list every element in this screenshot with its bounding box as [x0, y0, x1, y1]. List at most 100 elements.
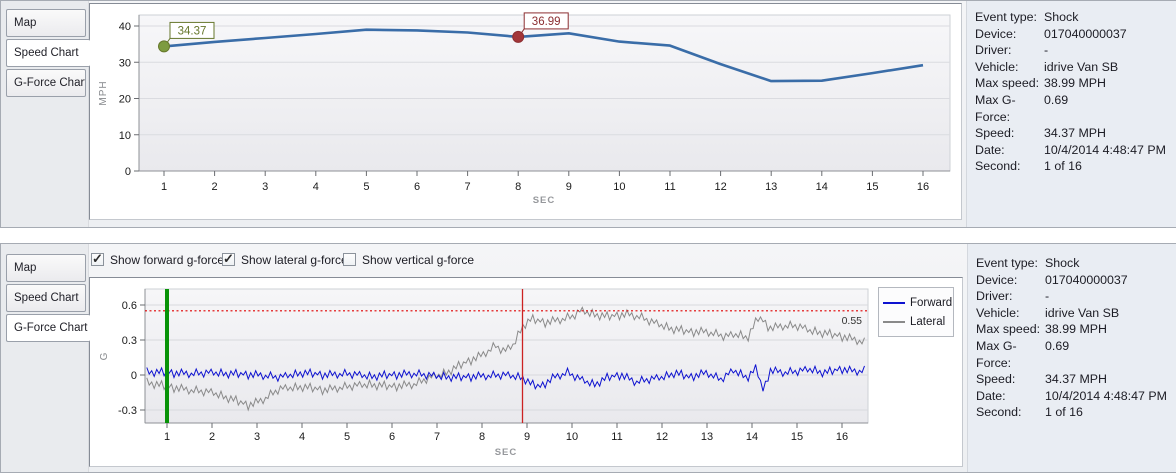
info-label: Max speed: [976, 322, 1041, 337]
svg-text:5: 5 [344, 431, 350, 443]
info-row: Device: 017040000037 [968, 272, 1176, 289]
tab-gforce-chart[interactable]: G-Force Chart [6, 314, 90, 342]
info-value: 0.69 [1044, 92, 1069, 107]
info-label: Speed: [975, 126, 1015, 141]
event-info-panel-bottom: Event type: Shock Device: 017040000037 Dri… [967, 244, 1176, 472]
svg-text:13: 13 [765, 181, 777, 193]
info-label: Max G-Force: [975, 92, 1016, 124]
svg-text:5: 5 [363, 181, 369, 193]
info-row: Second: 1 of 16 [968, 404, 1176, 421]
svg-text:7: 7 [465, 181, 471, 193]
svg-text:0.3: 0.3 [122, 335, 137, 347]
info-value: 017040000037 [1044, 26, 1127, 41]
svg-text:16: 16 [917, 181, 929, 193]
checkbox-show-vertical-gforce[interactable]: Show vertical g-force [343, 251, 474, 268]
svg-text:3: 3 [262, 181, 268, 193]
svg-text:8: 8 [515, 181, 521, 193]
checkbox-icon[interactable] [343, 253, 356, 266]
info-row: Speed: 34.37 MPH [968, 371, 1176, 388]
svg-text:6: 6 [414, 181, 420, 193]
svg-text:20: 20 [119, 94, 131, 106]
checkbox-show-forward-gforce[interactable]: Show forward g-force [91, 251, 224, 268]
speed-chart-plot[interactable]: 0 10 20 30 40 MPH 1 2 3 4 5 6 7 8 9 10 11 12 13 14 15 16 SEC 34… [89, 3, 962, 220]
info-value: 10/4/2014 4:48:47 PM [1045, 388, 1167, 403]
info-label: Max G-Force: [976, 338, 1017, 370]
info-row: Max speed: 38.99 MPH [968, 321, 1176, 338]
tab-speed-chart-label: Speed Chart [14, 47, 79, 59]
speed-chart-panel: Map Speed Chart G-Force Chart 0 10 20 30 40 M… [0, 0, 1176, 228]
svg-text:12: 12 [656, 431, 668, 443]
tab-speed-chart[interactable]: Speed Chart [6, 284, 86, 312]
info-row: Max speed: 38.99 MPH [967, 75, 1176, 92]
info-label: Second: [975, 159, 1021, 174]
info-value: 34.37 MPH [1044, 126, 1106, 141]
info-label: Driver: [976, 289, 1013, 304]
legend-label: Forward [910, 296, 953, 309]
svg-text:SEC: SEC [495, 447, 518, 458]
svg-text:0: 0 [131, 370, 137, 382]
legend-item-lateral: Lateral [883, 312, 949, 331]
info-label: Event type: [975, 10, 1037, 24]
info-row: Vehicle: idrive Van SB [968, 305, 1176, 322]
tab-map[interactable]: Map [6, 254, 86, 282]
tab-speed-chart[interactable]: Speed Chart [6, 39, 90, 67]
info-value: 017040000037 [1045, 272, 1128, 287]
event-info-panel-top: Event type: Shock Device: 017040000037 Dri… [966, 1, 1176, 227]
checkbox-show-lateral-gforce[interactable]: Show lateral g-force [222, 251, 348, 268]
checkbox-icon[interactable] [222, 251, 235, 267]
info-row: Event type: Shock [967, 9, 1176, 26]
svg-text:34.37: 34.37 [178, 25, 207, 37]
tab-map[interactable]: Map [6, 9, 86, 37]
svg-text:3: 3 [254, 431, 260, 443]
legend-item-forward: Forward [883, 293, 953, 312]
svg-text:9: 9 [524, 431, 530, 443]
svg-text:0.55: 0.55 [842, 315, 863, 327]
info-label: Speed: [976, 372, 1016, 387]
info-label: Vehicle: [976, 305, 1020, 320]
svg-text:10: 10 [566, 431, 578, 443]
svg-text:1: 1 [164, 431, 170, 443]
checkbox-label: Show lateral g-force [241, 252, 348, 267]
info-value: Shock [1045, 256, 1080, 270]
svg-text:2: 2 [212, 181, 218, 193]
info-row: Driver: - [967, 42, 1176, 59]
info-label: Second: [976, 405, 1022, 420]
info-value: - [1045, 289, 1050, 304]
info-row: Date: 10/4/2014 4:48:47 PM [967, 142, 1176, 159]
info-value: 34.37 MPH [1045, 372, 1107, 387]
chart-legend: Forward Lateral [878, 287, 954, 337]
svg-text:G: G [99, 352, 110, 361]
info-value: 0.69 [1045, 338, 1070, 353]
svg-text:6: 6 [389, 431, 395, 443]
svg-text:-0.3: -0.3 [118, 405, 137, 417]
svg-text:SEC: SEC [533, 195, 556, 206]
svg-text:36.99: 36.99 [532, 16, 561, 28]
info-row: Driver: - [968, 288, 1176, 305]
checkbox-label: Show vertical g-force [362, 252, 475, 267]
info-row: Event type: Shock [968, 255, 1176, 272]
info-label: Driver: [975, 43, 1012, 58]
info-row: Vehicle: idrive Van SB [967, 59, 1176, 76]
info-value: - [1044, 43, 1049, 58]
info-value: idrive Van SB [1045, 305, 1120, 320]
gforce-chart-plot[interactable]: -0.3 0 0.3 0.6 G 1 2 3 4 5 6 7 8 9 10 11 12 13 14 15 16 SEC 0.… [89, 277, 963, 467]
svg-text:14: 14 [816, 181, 828, 193]
info-label: Device: [976, 272, 1018, 287]
svg-text:11: 11 [611, 431, 622, 443]
info-row: Max G-Force: 0.69 [967, 92, 1176, 125]
info-label: Vehicle: [975, 59, 1019, 74]
tab-gforce-chart-label: G-Force Chart [14, 77, 86, 89]
svg-text:0.6: 0.6 [122, 300, 137, 312]
svg-text:40: 40 [119, 21, 131, 33]
tab-gforce-chart[interactable]: G-Force Chart [6, 69, 86, 97]
svg-text:10: 10 [119, 130, 131, 142]
info-value: 38.99 MPH [1045, 322, 1107, 337]
svg-text:30: 30 [119, 57, 131, 69]
info-value: 10/4/2014 4:48:47 PM [1044, 142, 1166, 157]
checkbox-label: Show forward g-force [110, 252, 225, 267]
svg-text:16: 16 [836, 431, 848, 443]
svg-text:15: 15 [866, 181, 878, 193]
svg-text:10: 10 [613, 181, 625, 193]
checkbox-icon[interactable] [91, 251, 104, 267]
